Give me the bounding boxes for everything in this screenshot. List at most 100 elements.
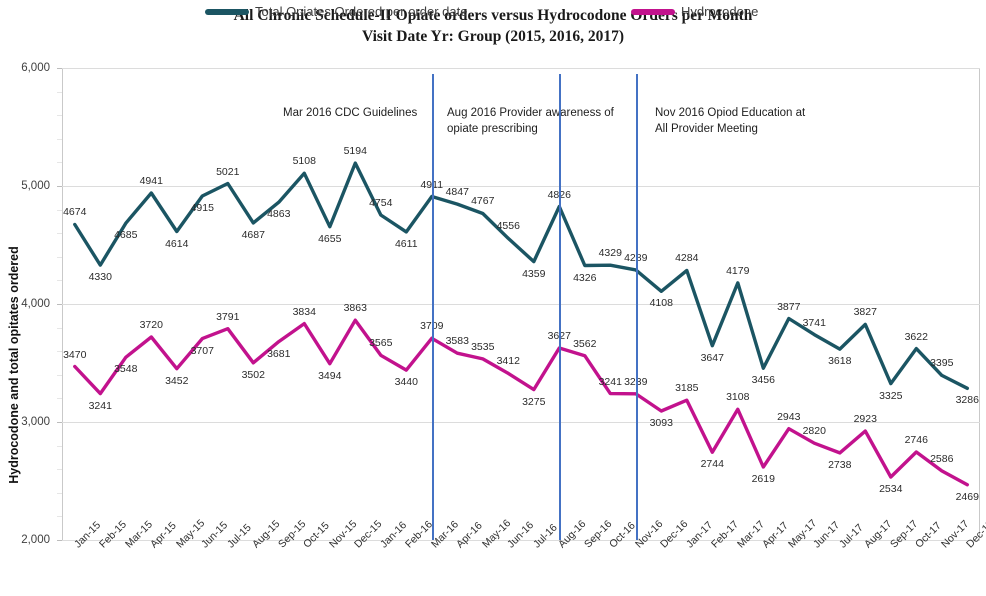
data-label: 3452 <box>165 374 189 387</box>
data-label: 3108 <box>726 391 750 404</box>
data-label: 4915 <box>190 202 214 215</box>
y-axis-minor-tick <box>57 91 62 93</box>
y-axis-tick-label: 4,000 <box>21 298 50 310</box>
annotation-marker-line <box>431 74 434 540</box>
data-label: 4330 <box>88 271 112 284</box>
y-axis-tick <box>57 68 62 69</box>
y-axis-minor-tick <box>57 516 62 518</box>
y-axis: Hydrocodone and total opitates ordered 2… <box>0 62 56 546</box>
y-axis-tick-label: 6,000 <box>21 62 50 74</box>
y-axis-tick-label: 3,000 <box>21 416 50 428</box>
data-label: 2586 <box>930 452 954 465</box>
data-label: 2744 <box>700 458 724 471</box>
data-label: 4179 <box>726 264 750 277</box>
data-label: 3535 <box>471 340 495 353</box>
legend-swatch-hydrocodone <box>631 8 675 15</box>
y-axis-minor-tick <box>57 492 62 494</box>
data-label: 4767 <box>471 195 495 208</box>
y-axis-minor-tick <box>57 398 62 400</box>
series-lines <box>73 161 969 487</box>
data-label: 4556 <box>496 220 520 233</box>
chart-legend: Total Opiates Ordered per order date Hyd… <box>0 0 986 24</box>
data-label: 2619 <box>751 472 775 485</box>
data-label: 3827 <box>853 306 877 319</box>
chart-title-line-2: Visit Date Yr: Group (2015, 2016, 2017) <box>361 27 625 45</box>
data-label: 3275 <box>522 395 546 408</box>
data-label: 3440 <box>394 376 418 389</box>
annotation-provider-awareness: Aug 2016 Provider awareness of opiate pr… <box>447 107 614 135</box>
plot-area: 4674 4330 4685 4941 4614 4915 5021 4687 4863 5108… <box>57 68 980 541</box>
annotation-cdc-guidelines: Mar 2016 CDC Guidelines <box>283 107 418 119</box>
legend-swatch-opiates <box>205 8 249 15</box>
data-label: 3395 <box>930 357 954 370</box>
data-label: 4754 <box>369 197 393 210</box>
data-label: 4108 <box>649 297 673 310</box>
data-label: 3863 <box>343 302 367 315</box>
data-label: 3618 <box>828 355 852 368</box>
y-axis-minor-tick <box>57 162 62 164</box>
data-label: 3681 <box>267 347 291 360</box>
data-label: 4611 <box>394 237 418 250</box>
y-axis-minor-tick <box>57 256 62 258</box>
data-label: 3548 <box>114 363 138 376</box>
gridline <box>62 422 980 423</box>
legend-label-hydrocodone: Hydrocodone <box>681 4 759 19</box>
y-axis-title: Hydrocodone and total opitates ordered <box>7 246 21 484</box>
data-label: 3622 <box>904 330 928 343</box>
y-axis-minor-tick <box>57 138 62 140</box>
gridline <box>62 68 980 69</box>
data-label: 3583 <box>445 335 469 348</box>
annotation-marker-line <box>559 74 562 540</box>
data-label: 4685 <box>114 229 138 242</box>
data-label: 2534 <box>879 482 903 495</box>
y-axis-minor-tick <box>57 351 62 353</box>
y-axis-tick <box>57 422 62 423</box>
y-axis-tick-label: 5,000 <box>21 180 50 192</box>
data-label: 4655 <box>318 232 342 245</box>
data-label: 3412 <box>496 355 520 368</box>
data-label: 4847 <box>445 186 469 199</box>
data-label: 3502 <box>241 368 265 381</box>
data-label: 3286 <box>955 394 979 407</box>
data-label: 4359 <box>522 267 546 280</box>
gridline <box>62 186 980 187</box>
data-label: 4863 <box>267 208 291 221</box>
y-axis-minor-tick <box>57 209 62 211</box>
data-label: 3093 <box>649 417 673 430</box>
data-label: 5021 <box>216 165 240 178</box>
data-label: 3494 <box>318 369 342 382</box>
data-label: 5108 <box>292 155 316 168</box>
data-label: 3565 <box>369 337 393 350</box>
y-axis-minor-tick <box>57 280 62 282</box>
data-label: 3241 <box>598 375 622 388</box>
data-label: 3456 <box>751 374 775 387</box>
data-label: 2469 <box>955 490 979 503</box>
data-label: 4329 <box>598 247 622 260</box>
y-axis-minor-tick <box>57 374 62 376</box>
legend-item-opiates: Total Opiates Ordered per order date <box>205 4 467 19</box>
y-axis-minor-tick <box>57 115 62 117</box>
data-label: 2738 <box>828 458 852 471</box>
data-label: 3325 <box>879 389 903 402</box>
legend-item-hydrocodone: Hydrocodone <box>631 4 758 19</box>
annotation-marker-line <box>635 74 638 540</box>
data-label: 3741 <box>802 316 826 329</box>
y-axis-tick <box>57 186 62 187</box>
series-line-hydrocodone <box>73 318 969 487</box>
data-label: 4674 <box>63 206 87 219</box>
data-label: 3562 <box>573 337 597 350</box>
data-label: 3647 <box>700 351 724 364</box>
x-axis-labels: Jan-15 Feb-15 Mar-15 Apr-15 May-15 Jun-15 Jul-… <box>62 517 986 596</box>
y-axis-tick <box>57 540 62 541</box>
data-label: 3877 <box>777 300 801 313</box>
gridline <box>62 540 980 541</box>
y-axis-tick <box>57 304 62 305</box>
data-label: 4284 <box>675 252 699 265</box>
data-label: 3834 <box>292 305 316 318</box>
data-label: 2820 <box>802 425 826 438</box>
data-label: 4941 <box>139 174 163 187</box>
chart-title: All Chronic Schedule-II Opiate orders ve… <box>0 6 986 47</box>
data-label: 3241 <box>88 399 112 412</box>
y-axis-minor-tick <box>57 233 62 235</box>
